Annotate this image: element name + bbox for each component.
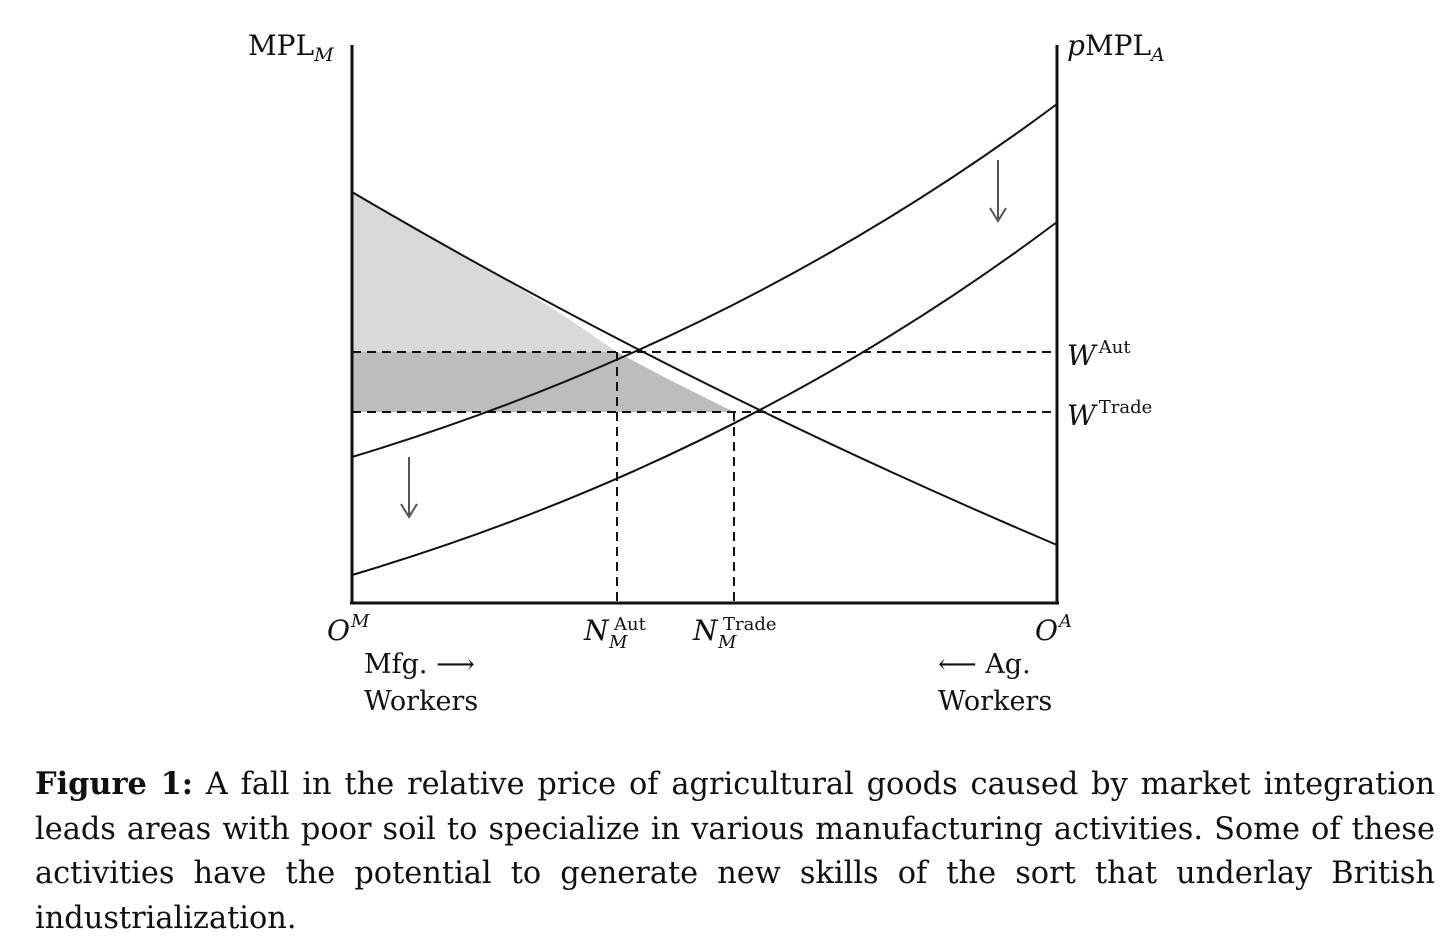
origin-agriculture-label: OA [1035, 611, 1072, 647]
figure-caption: Figure 1: A fall in the relative price o… [35, 762, 1435, 941]
mpl-manufacturing-curve [351, 191, 1058, 546]
manufacturing-surplus-area [352, 192, 617, 352]
mfg-workers-direction-label: Mfg. ⟶ [364, 649, 475, 680]
mfg-workers-label: Workers [364, 686, 478, 717]
ag-workers-direction-label: ⟵ Ag. [938, 649, 1031, 680]
svg-text:Trade: Trade [723, 614, 777, 635]
origin-manufacturing-label: OM [327, 611, 370, 647]
down-arrow-icon [989, 160, 1007, 223]
svg-text:M: M [608, 632, 628, 653]
autarky-employment-label: N Aut M [583, 614, 647, 653]
trade-wage-label: W Trade [1067, 397, 1152, 432]
svg-text:N: N [583, 614, 610, 647]
svg-text:Aut: Aut [613, 614, 647, 635]
ag-workers-label: Workers [938, 686, 1052, 717]
ag-curve-autarky [351, 103, 1058, 458]
ag-curve-trade [351, 221, 1058, 576]
wage-change-area [352, 352, 734, 412]
left-axis-label: MPLM [248, 29, 334, 66]
caption-text: A fall in the relative price of agricult… [35, 767, 1435, 936]
right-axis-label: pMPLA [1067, 29, 1165, 66]
trade-employment-label: N Trade M [692, 614, 777, 653]
svg-text:N: N [692, 614, 719, 647]
autarky-wage-label: W Aut [1067, 337, 1131, 372]
svg-text:M: M [717, 632, 737, 653]
down-arrow-icon [400, 457, 418, 519]
caption-label: Figure 1: [35, 766, 193, 802]
